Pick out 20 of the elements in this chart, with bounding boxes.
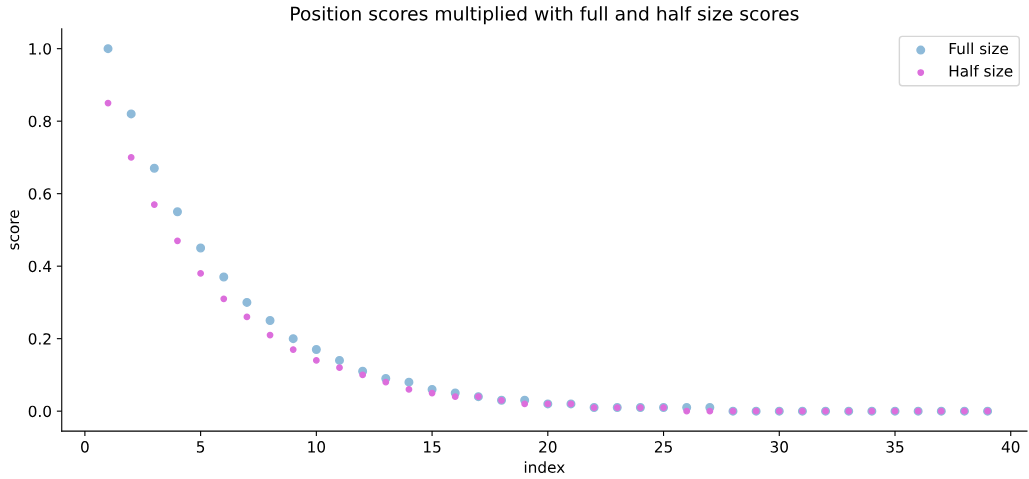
y-axis-title: score	[10, 210, 20, 250]
x-tick-label: 40	[1001, 441, 1020, 453]
x-tick-label: 35	[886, 441, 904, 453]
x-tick-label: 0	[81, 441, 89, 453]
y-tick-label: 0.6	[28, 188, 52, 200]
y-tick-label: 1.0	[29, 43, 51, 55]
x-tick-label: 10	[308, 441, 326, 453]
x-tick-label: 20	[539, 441, 557, 453]
x-tick-label: 30	[770, 441, 788, 453]
x-tick-label: 15	[424, 441, 441, 453]
legend-label: Full size	[949, 42, 1009, 55]
y-tick-label: 0.8	[28, 115, 51, 128]
legend-label: Half size	[949, 64, 1013, 77]
y-tick-label: 0.2	[28, 333, 51, 345]
x-axis-title: index	[524, 461, 565, 473]
x-tick-label: 25	[654, 441, 672, 453]
chart-title: Position scores multiplied with full and half size scores	[291, 6, 799, 25]
y-tick-label: 0.4	[28, 260, 52, 273]
y-tick-label: 0.0	[28, 405, 51, 418]
x-tick-label: 5	[196, 441, 205, 453]
